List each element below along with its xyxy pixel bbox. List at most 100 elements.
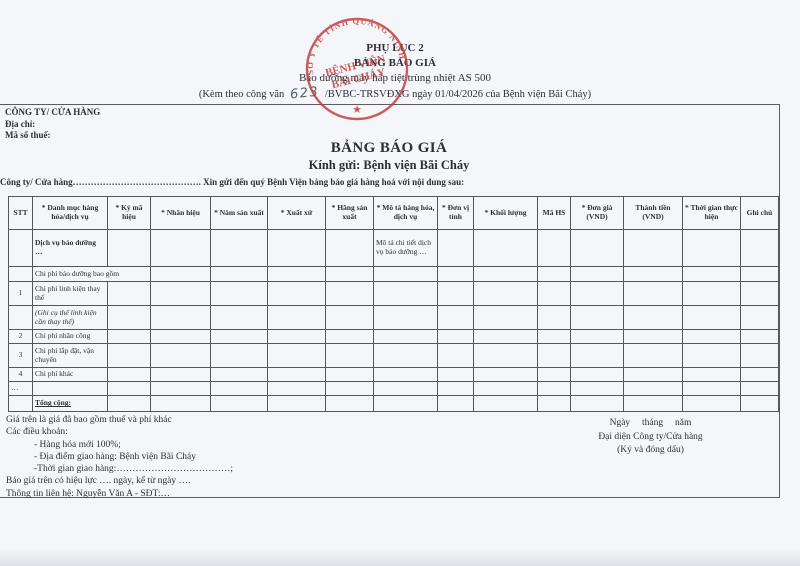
empty-cell	[107, 281, 151, 306]
empty-cell	[210, 381, 268, 396]
empty-cell	[325, 305, 374, 330]
header-cell-thoi-gian: * Thời gian thực hiện	[682, 196, 741, 230]
empty-cell	[537, 305, 571, 330]
empty-cell	[267, 329, 326, 344]
header-cell-khoi-luong: * Khối lượng	[473, 196, 538, 230]
empty-cell	[437, 281, 474, 306]
empty-cell	[473, 343, 538, 368]
empty-cell	[740, 395, 779, 412]
empty-cell	[325, 266, 374, 282]
empty-cell	[267, 395, 326, 412]
empty-cell	[210, 266, 268, 282]
service-name: Dịch vụ bảo dưỡng	[35, 238, 96, 248]
terms-label: Các điều khoản:	[6, 427, 68, 438]
contact-note: Thông tin liên hệ: Nguyễn Văn A - SĐT:…	[6, 488, 171, 499]
stt-cell: 3	[8, 343, 33, 368]
table-row-1: 1 Chi phí linh kiện thay thế	[8, 281, 779, 306]
table-row-3: 3 Chi phí lắp đặt, vận chuyển	[8, 343, 779, 368]
empty-cell	[437, 229, 474, 267]
empty-cell	[537, 395, 571, 412]
empty-cell	[473, 305, 538, 330]
quote-recipient: Kính gửi: Bệnh viện Bãi Cháy	[308, 158, 470, 172]
empty-cell	[325, 367, 374, 382]
empty-cell	[682, 395, 741, 412]
empty-cell	[210, 343, 268, 368]
empty-cell	[437, 343, 474, 368]
empty-cell	[373, 266, 438, 282]
empty-cell	[150, 305, 211, 330]
empty-cell	[373, 343, 438, 368]
item-name-cell: Chi phí khác	[32, 367, 108, 382]
signature-role: Đại diện Công ty/Cửa hàng	[598, 431, 703, 442]
empty-cell	[325, 329, 374, 344]
stamp-center-text: BỆNH VIỆN BÃI CHÁY	[324, 52, 387, 91]
empty-cell	[682, 343, 741, 368]
header-cell-thanh-tien: Thành tiền (VND)	[623, 196, 683, 230]
empty-cell	[267, 229, 326, 267]
empty-cell	[210, 329, 268, 344]
term-delivery-time: -Thời gian giao hàng:………………………………;	[34, 464, 233, 475]
empty-cell	[210, 229, 268, 267]
service-name-cell: Dịch vụ bảo dưỡng …	[32, 229, 108, 267]
empty-cell	[623, 281, 683, 306]
empty-cell	[570, 381, 624, 396]
term-delivery-place: - Địa điểm giao hàng: Bệnh viện Bãi Cháy	[34, 451, 196, 462]
stt-cell: 1	[8, 281, 33, 306]
item-name-cell: Chi phí lắp đặt, vận chuyển	[32, 343, 108, 368]
empty-cell	[682, 329, 741, 344]
empty-cell	[623, 266, 683, 282]
header-cell-nam-san-xuat: * Năm sản xuất	[210, 196, 268, 230]
header-cell-nhan-hieu: * Nhãn hiệu	[150, 196, 211, 230]
stt-cell: 2	[8, 329, 33, 344]
empty-cell	[373, 395, 438, 412]
empty-cell	[267, 367, 326, 382]
empty-cell	[623, 343, 683, 368]
empty-cell	[473, 395, 538, 412]
header-cell-xuat-xu: * Xuất xứ	[267, 196, 326, 230]
item-note-cell: (Ghi cụ thể linh kiện cần thay thế)	[32, 305, 108, 330]
empty-cell	[537, 367, 571, 382]
empty-cell	[570, 329, 624, 344]
company-tax-label: Mã số thuế:	[5, 130, 51, 140]
stamp-ring	[305, 17, 409, 121]
empty-cell	[473, 281, 538, 306]
item-name-cell: Chi phí nhân công	[32, 329, 108, 344]
empty-cell	[570, 266, 624, 282]
empty-cell	[325, 229, 374, 267]
header-cell-hang-san-xuat: * Hãng sản xuất	[325, 196, 374, 230]
empty-cell	[570, 395, 624, 412]
empty-cell	[267, 343, 326, 368]
empty-cell	[325, 381, 374, 396]
appendix-title: PHỤ LỤC 2	[366, 42, 424, 54]
header-cell-danh-muc: * Danh mục hàng hóa/dịch vụ	[32, 196, 108, 230]
empty-cell	[437, 329, 474, 344]
empty-cell	[150, 329, 211, 344]
empty-cell	[740, 305, 779, 330]
service-description-cell: Mô tả chi tiết dịch vụ bảo dưỡng …	[373, 229, 438, 267]
empty-cell	[107, 329, 151, 344]
header-cell-ghi-chu: Ghi chú	[740, 196, 779, 230]
stt-cell	[8, 229, 33, 267]
empty-cell	[682, 367, 741, 382]
empty-cell	[682, 229, 741, 267]
signature-note: (Ký và đóng dấu)	[617, 445, 684, 455]
empty-cell	[210, 367, 268, 382]
stt-cell: …	[8, 381, 33, 396]
empty-cell	[107, 343, 151, 368]
empty-cell	[150, 367, 211, 382]
empty-cell	[373, 329, 438, 344]
table-row-2: 2 Chi phí nhân công	[8, 329, 779, 344]
table-row-4: 4 Chi phí khác	[8, 367, 779, 382]
header-cell-ky-ma-hieu: * Ký mã hiệu	[107, 196, 151, 230]
empty-cell	[473, 329, 538, 344]
reference-suffix: /BVBC-TRSVĐXG ngày 01/04/2026 của Bệnh v…	[324, 89, 592, 100]
empty-cell	[740, 281, 779, 306]
empty-cell	[623, 305, 683, 330]
empty-cell	[150, 229, 211, 267]
quote-intro-line: Công ty/ Cửa hàng……………………………………. Xin gửi…	[0, 177, 465, 187]
empty-cell	[150, 343, 211, 368]
empty-cell	[740, 343, 779, 368]
total-label-cell: Tổng cộng:	[32, 395, 108, 412]
empty-cell	[473, 266, 538, 282]
